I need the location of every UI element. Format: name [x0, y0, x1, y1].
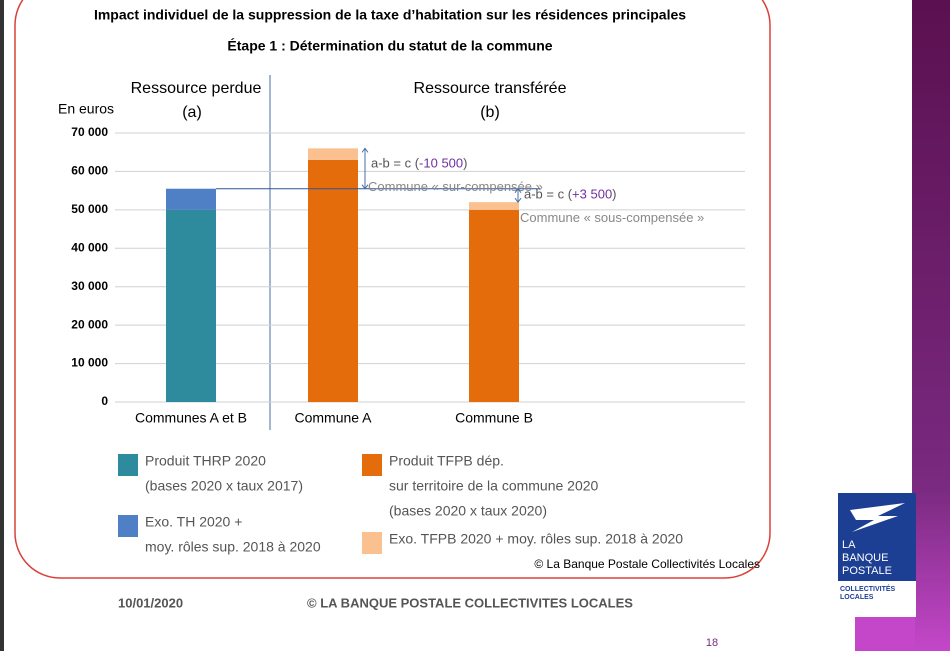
- legend-detail: (bases 2020 x taux 2017): [145, 478, 303, 494]
- bar-segment: [166, 188, 216, 210]
- annotation-part: ): [612, 187, 616, 202]
- x-tick-label: Commune A: [294, 410, 372, 426]
- y-tick-label: 50 000: [71, 202, 108, 216]
- title: Impact individuel de la suppression de l…: [94, 7, 686, 23]
- y-tick-label: 60 000: [71, 164, 108, 178]
- legend-label: Produit THRP 2020: [145, 453, 266, 469]
- logo-sub: LOCALES: [840, 594, 874, 601]
- legend-swatch: [118, 515, 138, 537]
- logo-sub: COLLECTIVITÉS: [840, 584, 896, 593]
- footer-date: 10/01/2020: [118, 595, 183, 610]
- logo: LA BANQUE POSTALE COLLECTIVITÉS LOCALES: [838, 493, 916, 617]
- source: © La Banque Postale Collectivités Locale…: [534, 557, 760, 571]
- annotation-note: Commune « sur-compensée »: [368, 179, 543, 194]
- logo-sub-box: [838, 581, 916, 617]
- y-tick-label: 70 000: [71, 125, 108, 139]
- logo-text: POSTALE: [842, 565, 892, 577]
- legend-label: Exo. TFPB 2020 + moy. rôles sup. 2018 à …: [389, 531, 683, 547]
- bar-segment: [308, 159, 358, 402]
- bar-segment: [308, 148, 358, 160]
- unit-label: En euros: [58, 101, 114, 117]
- logo-text: BANQUE: [842, 552, 888, 564]
- bar-segment: [166, 209, 216, 402]
- header: Ressource transférée: [414, 80, 567, 97]
- bar-segment: [469, 202, 519, 210]
- header-sub: (a): [182, 104, 202, 121]
- header: Ressource perdue: [131, 80, 262, 97]
- y-tick-label: 10 000: [71, 356, 108, 370]
- logo-text: LA: [842, 539, 856, 551]
- y-tick-label: 20 000: [71, 317, 108, 331]
- logo-bird: [850, 503, 905, 532]
- bar-segment: [469, 209, 519, 402]
- annotation-text: a-b = c (-10 500): [371, 156, 467, 171]
- page-number: 18: [706, 637, 718, 649]
- side-band: [912, 0, 950, 651]
- legend-label: Produit TFPB dép.: [389, 453, 504, 469]
- legend-detail: sur territoire de la commune 2020: [389, 478, 599, 494]
- x-tick-label: Commune B: [455, 410, 533, 426]
- left-edge: [0, 0, 4, 651]
- legend-label: Exo. TH 2020 +: [145, 514, 242, 530]
- annotation-part: -10 500: [419, 156, 463, 171]
- y-tick-label: 30 000: [71, 279, 108, 293]
- y-tick-label: 0: [101, 394, 108, 408]
- y-tick-label: 40 000: [71, 240, 108, 254]
- arrow-head: [514, 197, 522, 204]
- annotation-part: a-b = c (: [371, 156, 420, 171]
- annotation-part: a-b = c (: [524, 187, 573, 202]
- legend-detail: (bases 2020 x taux 2020): [389, 503, 547, 519]
- annotation-note: Commune « sous-compensée »: [520, 210, 704, 225]
- arrow-head: [361, 147, 369, 153]
- subtitle: Étape 1 : Détermination du statut de la …: [227, 38, 552, 54]
- legend-swatch: [362, 454, 382, 476]
- annotation-part: +3 500: [572, 187, 612, 202]
- annotation-text: a-b = c (+3 500): [524, 187, 617, 202]
- footer-copyright: © LA BANQUE POSTALE COLLECTIVITES LOCALE…: [307, 595, 633, 610]
- arrow-head: [361, 184, 369, 190]
- legend-detail: moy. rôles sup. 2018 à 2020: [145, 539, 321, 555]
- x-tick-label: Communes A et B: [135, 410, 247, 426]
- arrow-head: [514, 187, 522, 194]
- frame: [14, 0, 771, 579]
- header-sub: (b): [480, 104, 500, 121]
- legend-swatch: [362, 532, 382, 554]
- annotation-part: ): [463, 156, 467, 171]
- legend-swatch: [118, 454, 138, 476]
